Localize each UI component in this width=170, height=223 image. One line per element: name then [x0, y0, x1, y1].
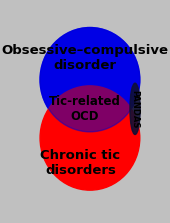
- Ellipse shape: [40, 86, 140, 190]
- Ellipse shape: [40, 27, 140, 132]
- Text: Tic-related
OCD: Tic-related OCD: [49, 95, 121, 123]
- Text: PANDAS: PANDAS: [131, 90, 140, 128]
- Text: Obsessive–compulsive
disorder: Obsessive–compulsive disorder: [1, 44, 168, 72]
- Ellipse shape: [130, 83, 140, 134]
- Ellipse shape: [40, 27, 140, 132]
- Text: Chronic tic
disorders: Chronic tic disorders: [40, 149, 121, 177]
